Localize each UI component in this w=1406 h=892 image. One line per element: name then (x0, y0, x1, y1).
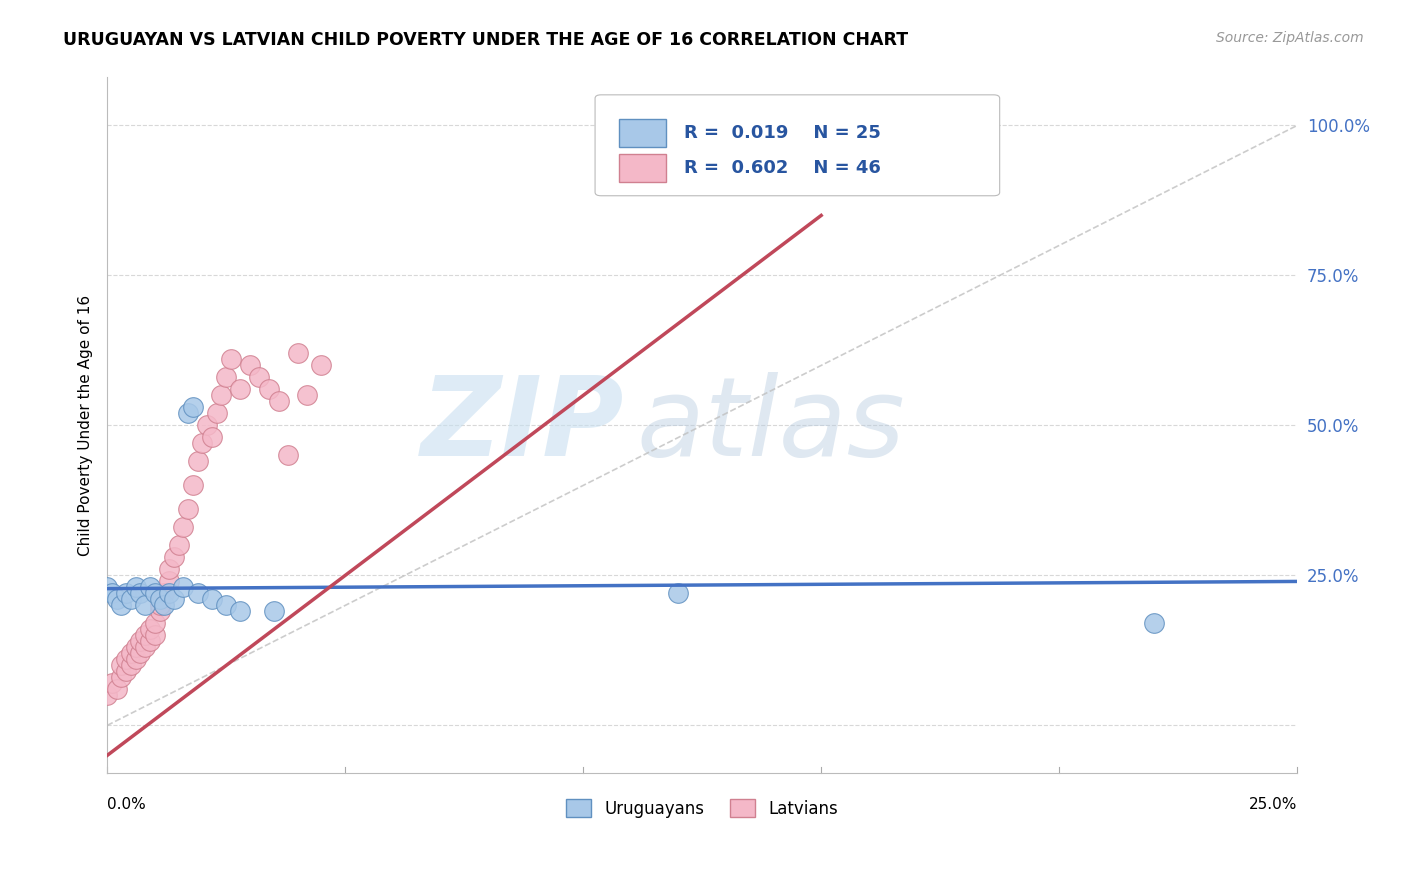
Point (148, 599, 170, 613)
Y-axis label: Child Poverty Under the Age of 16: Child Poverty Under the Age of 16 (79, 295, 93, 556)
Point (287, 346, 309, 360)
Point (191, 436, 214, 450)
Point (148, 604, 170, 618)
Point (105, 592, 128, 607)
Point (153, 586, 176, 600)
Point (96, 581, 118, 595)
Point (187, 454, 209, 468)
Point (205, 406, 228, 420)
Text: R =  0.019    N = 25: R = 0.019 N = 25 (685, 124, 882, 142)
Point (129, 634, 152, 648)
Point (125, 581, 148, 595)
Point (115, 586, 138, 600)
Point (267, 394, 290, 409)
Point (120, 658, 142, 673)
Point (120, 592, 142, 607)
Point (110, 658, 132, 673)
Text: R =  0.602    N = 46: R = 0.602 N = 46 (685, 159, 882, 177)
Point (181, 478, 204, 492)
Point (129, 647, 152, 661)
Point (105, 682, 128, 697)
Point (96, 689, 118, 703)
Point (215, 370, 238, 384)
Point (125, 640, 148, 655)
Point (229, 604, 252, 618)
Point (201, 592, 224, 607)
Point (157, 586, 180, 600)
Text: atlas: atlas (637, 372, 905, 479)
Point (157, 574, 180, 589)
Point (153, 599, 176, 613)
Point (172, 581, 194, 595)
Point (139, 623, 162, 637)
Point (263, 604, 285, 618)
Point (110, 599, 132, 613)
Text: ZIP: ZIP (422, 372, 624, 479)
Point (115, 665, 138, 679)
Point (187, 586, 209, 600)
Point (134, 628, 156, 642)
Point (277, 449, 299, 463)
Point (143, 616, 166, 631)
Text: URUGUAYAN VS LATVIAN CHILD POVERTY UNDER THE AGE OF 16 CORRELATION CHART: URUGUAYAN VS LATVIAN CHILD POVERTY UNDER… (63, 31, 908, 49)
Point (115, 652, 138, 666)
FancyBboxPatch shape (619, 120, 666, 147)
FancyBboxPatch shape (619, 154, 666, 182)
Point (215, 599, 238, 613)
Point (163, 592, 186, 607)
Point (172, 520, 194, 534)
Point (311, 359, 333, 373)
Point (157, 562, 180, 576)
Text: 25.0%: 25.0% (1249, 797, 1298, 813)
Point (257, 383, 280, 397)
Point (209, 388, 232, 402)
Point (195, 418, 218, 433)
Point (125, 652, 148, 666)
Point (295, 388, 318, 402)
Point (181, 401, 204, 415)
Point (229, 383, 252, 397)
FancyBboxPatch shape (595, 95, 1000, 195)
Point (239, 359, 262, 373)
Point (110, 670, 132, 684)
Point (666, 586, 689, 600)
Point (139, 634, 162, 648)
Point (249, 370, 271, 384)
Point (134, 640, 156, 655)
Point (101, 586, 124, 600)
Point (101, 676, 124, 690)
Point (148, 592, 170, 607)
Point (143, 586, 166, 600)
Point (143, 628, 166, 642)
Point (134, 599, 156, 613)
Point (1143, 616, 1166, 631)
Text: 0.0%: 0.0% (107, 797, 146, 813)
Point (163, 550, 186, 565)
Text: Source: ZipAtlas.com: Source: ZipAtlas.com (1216, 31, 1364, 45)
Point (201, 430, 224, 444)
Point (219, 352, 242, 367)
Point (139, 581, 162, 595)
Point (177, 502, 200, 516)
Point (177, 406, 200, 420)
Point (129, 586, 152, 600)
Point (167, 538, 190, 552)
Point (120, 647, 142, 661)
Legend: Uruguayans, Latvians: Uruguayans, Latvians (560, 793, 845, 824)
